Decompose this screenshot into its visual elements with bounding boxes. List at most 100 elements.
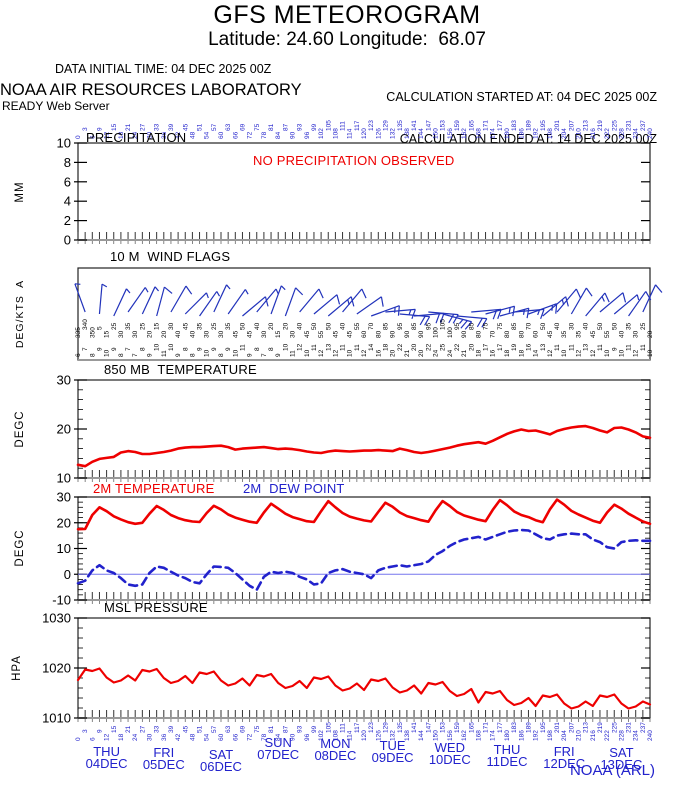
svg-text:8: 8 bbox=[189, 353, 196, 357]
svg-text:45: 45 bbox=[590, 330, 597, 338]
svg-text:210: 210 bbox=[576, 730, 583, 741]
svg-text:35: 35 bbox=[197, 322, 204, 330]
svg-text:39: 39 bbox=[168, 725, 175, 733]
day-date-label: 07DEC bbox=[257, 747, 299, 762]
svg-text:33: 33 bbox=[154, 725, 161, 733]
850-mb-temperature-line bbox=[76, 424, 652, 468]
svg-text:350: 350 bbox=[89, 327, 96, 338]
svg-text:90: 90 bbox=[390, 330, 397, 338]
svg-text:20: 20 bbox=[647, 330, 654, 338]
svg-text:84: 84 bbox=[275, 131, 282, 139]
svg-text:105: 105 bbox=[325, 120, 332, 131]
svg-text:0: 0 bbox=[64, 233, 71, 248]
svg-text:111: 111 bbox=[340, 723, 347, 733]
svg-text:57: 57 bbox=[211, 725, 218, 733]
svg-text:183: 183 bbox=[511, 722, 518, 733]
svg-text:45: 45 bbox=[347, 330, 354, 338]
svg-text:30: 30 bbox=[57, 373, 71, 388]
day-name-label: SUN bbox=[264, 735, 291, 750]
svg-text:0: 0 bbox=[75, 737, 82, 741]
svg-text:177: 177 bbox=[497, 722, 504, 733]
svg-text:48: 48 bbox=[189, 733, 196, 741]
svg-text:40: 40 bbox=[340, 322, 347, 330]
svg-text:13: 13 bbox=[583, 343, 590, 351]
svg-text:40: 40 bbox=[583, 322, 590, 330]
svg-text:9: 9 bbox=[211, 347, 218, 351]
svg-text:30: 30 bbox=[147, 733, 154, 741]
svg-text:95: 95 bbox=[454, 322, 461, 330]
svg-text:11: 11 bbox=[554, 344, 561, 351]
2m-temperature-line bbox=[76, 498, 652, 531]
svg-text:222: 222 bbox=[604, 730, 611, 741]
svg-text:11: 11 bbox=[340, 344, 347, 351]
svg-text:69: 69 bbox=[239, 123, 246, 131]
svg-text:96: 96 bbox=[304, 131, 311, 139]
svg-text:207: 207 bbox=[568, 120, 575, 131]
svg-text:45: 45 bbox=[182, 123, 189, 131]
svg-text:135: 135 bbox=[397, 120, 404, 131]
svg-text:30: 30 bbox=[218, 330, 225, 338]
svg-text:30: 30 bbox=[568, 322, 575, 330]
svg-text:135: 135 bbox=[397, 722, 404, 733]
wind-barbs bbox=[74, 283, 663, 330]
svg-text:198: 198 bbox=[547, 730, 554, 741]
svg-text:9: 9 bbox=[96, 729, 103, 733]
svg-text:36: 36 bbox=[161, 733, 168, 741]
svg-text:9: 9 bbox=[275, 353, 282, 357]
svg-text:72: 72 bbox=[247, 131, 254, 139]
svg-text:25: 25 bbox=[440, 343, 447, 351]
svg-text:75: 75 bbox=[497, 322, 504, 330]
svg-text:99: 99 bbox=[311, 725, 318, 733]
svg-text:55: 55 bbox=[354, 322, 361, 330]
day-date-label: 11DEC bbox=[487, 754, 528, 769]
svg-text:138: 138 bbox=[404, 128, 411, 139]
svg-text:24: 24 bbox=[132, 131, 139, 139]
svg-text:63: 63 bbox=[225, 123, 232, 131]
svg-text:22: 22 bbox=[397, 343, 404, 351]
svg-text:18: 18 bbox=[518, 349, 525, 357]
svg-text:228: 228 bbox=[618, 730, 625, 741]
svg-text:1010: 1010 bbox=[42, 711, 71, 726]
svg-text:147: 147 bbox=[425, 722, 432, 733]
svg-text:207: 207 bbox=[568, 722, 575, 733]
svg-text:20: 20 bbox=[411, 343, 418, 351]
svg-text:17: 17 bbox=[483, 343, 490, 351]
svg-text:237: 237 bbox=[640, 722, 647, 733]
svg-text:11: 11 bbox=[597, 344, 604, 351]
svg-text:17: 17 bbox=[497, 343, 504, 351]
day-name-label: TUE bbox=[380, 738, 406, 753]
svg-text:159: 159 bbox=[454, 120, 461, 131]
svg-text:7: 7 bbox=[132, 353, 139, 357]
svg-text:27: 27 bbox=[139, 123, 146, 131]
svg-text:222: 222 bbox=[604, 128, 611, 139]
svg-text:201: 201 bbox=[554, 722, 561, 733]
svg-text:210: 210 bbox=[576, 128, 583, 139]
svg-text:25: 25 bbox=[640, 322, 647, 330]
svg-text:192: 192 bbox=[533, 128, 540, 139]
svg-text:45: 45 bbox=[232, 330, 239, 338]
svg-text:8: 8 bbox=[254, 347, 261, 351]
svg-text:93: 93 bbox=[297, 123, 304, 131]
day-name-label: THU bbox=[93, 744, 120, 759]
svg-text:16: 16 bbox=[490, 349, 497, 357]
svg-text:11: 11 bbox=[354, 344, 361, 351]
svg-text:85: 85 bbox=[382, 322, 389, 330]
svg-text:171: 171 bbox=[483, 722, 490, 733]
svg-text:7: 7 bbox=[261, 353, 268, 357]
svg-text:70: 70 bbox=[368, 322, 375, 330]
svg-text:11: 11 bbox=[161, 350, 168, 357]
svg-text:85: 85 bbox=[468, 322, 475, 330]
svg-text:22: 22 bbox=[454, 343, 461, 351]
svg-text:216: 216 bbox=[590, 128, 597, 139]
svg-text:129: 129 bbox=[382, 120, 389, 131]
svg-text:240: 240 bbox=[647, 730, 654, 741]
svg-text:20: 20 bbox=[282, 322, 289, 330]
svg-text:240: 240 bbox=[647, 128, 654, 139]
svg-text:3: 3 bbox=[82, 127, 89, 131]
svg-text:147: 147 bbox=[425, 120, 432, 131]
mslp-panel-title: MSL PRESSURE bbox=[104, 600, 208, 615]
svg-text:40: 40 bbox=[254, 322, 261, 330]
svg-text:4: 4 bbox=[64, 194, 71, 209]
svg-text:216: 216 bbox=[590, 730, 597, 741]
